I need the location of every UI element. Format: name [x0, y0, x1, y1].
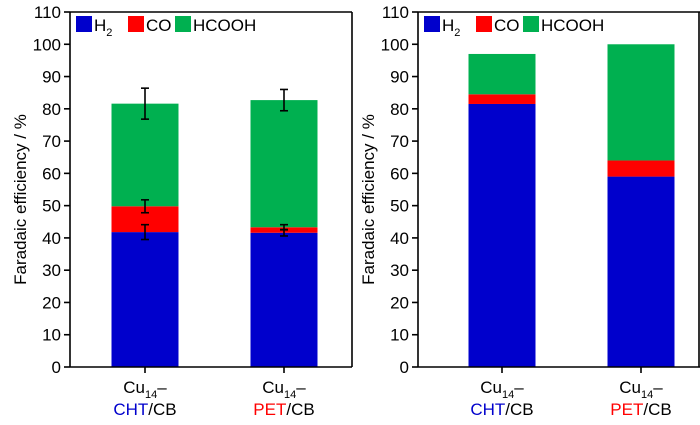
y-tick-label: 80: [390, 100, 409, 119]
y-tick-label: 50: [390, 197, 409, 216]
legend-label-co: CO: [146, 16, 172, 35]
y-tick-label: 90: [42, 68, 61, 87]
bar-hcooh-2: [607, 44, 675, 161]
legend-swatch-h2: [424, 16, 440, 32]
y-tick-label: 70: [390, 132, 409, 151]
category-label-line1: Cu14–: [123, 378, 167, 401]
legend-swatch-co: [128, 16, 144, 32]
y-tick-label: 20: [42, 293, 61, 312]
y-tick-label: 70: [42, 132, 61, 151]
bar-h2-2: [250, 232, 318, 367]
y-tick-label: 10: [390, 326, 409, 345]
error-bar-h2-1: [141, 223, 149, 241]
y-tick-label: 100: [33, 35, 61, 54]
y-tick-label: 110: [382, 3, 409, 22]
category-label-line2: PET/CB: [610, 400, 671, 419]
y-tick-label: 80: [42, 100, 61, 119]
legend-swatch-hcooh: [175, 16, 191, 32]
y-tick-label: 10: [42, 326, 61, 345]
y-tick-label: 30: [42, 261, 61, 280]
bar-h2-1: [468, 103, 536, 368]
bar-hcooh-1: [111, 103, 179, 207]
y-tick-label: 30: [390, 261, 409, 280]
category-label-line1: Cu14–: [480, 378, 524, 401]
legend-swatch-co: [476, 16, 492, 32]
y-tick-label: 40: [42, 229, 61, 248]
error-bar-hcooh-1: [141, 87, 149, 120]
legend-label-hcooh: HCOOH: [541, 16, 604, 35]
bar-co-2: [607, 160, 675, 177]
error-bar-co-1: [141, 199, 149, 214]
legend-label-co: CO: [494, 16, 520, 35]
bar-hcooh-2: [250, 100, 318, 228]
bar-co-1: [468, 94, 536, 104]
y-tick-label: 60: [390, 164, 409, 183]
error-bar-hcooh-2: [280, 88, 288, 112]
y-tick-label: 100: [381, 35, 409, 54]
legend-swatch-h2: [76, 16, 92, 32]
legend-label-hcooh: HCOOH: [193, 16, 256, 35]
y-tick-label: 90: [390, 68, 409, 87]
category-label-line2: CHT/CB: [470, 400, 533, 419]
error-bar-co-2: [280, 223, 288, 231]
y-tick-label: 60: [42, 164, 61, 183]
y-tick-label: 50: [42, 197, 61, 216]
category-label-line2: CHT/CB: [113, 400, 176, 419]
category-label-line1: Cu14–: [619, 378, 663, 401]
bar-h2-2: [607, 176, 675, 367]
y-tick-label: 0: [400, 358, 409, 377]
y-axis-label: Faradaic efficiency / %: [11, 114, 30, 285]
y-axis-label: Faradaic efficiency / %: [359, 114, 378, 285]
y-tick-label: 40: [390, 229, 409, 248]
legend-label-h2: H2: [94, 16, 112, 39]
y-tick-label: 110: [34, 3, 61, 22]
bar-h2-1: [111, 232, 179, 367]
y-tick-label: 0: [52, 358, 61, 377]
bar-hcooh-1: [468, 53, 536, 95]
category-label-line2: PET/CB: [253, 400, 314, 419]
legend-label-h2: H2: [442, 16, 460, 39]
category-label-line1: Cu14–: [262, 378, 306, 401]
legend-swatch-hcooh: [523, 16, 539, 32]
y-tick-label: 20: [390, 293, 409, 312]
